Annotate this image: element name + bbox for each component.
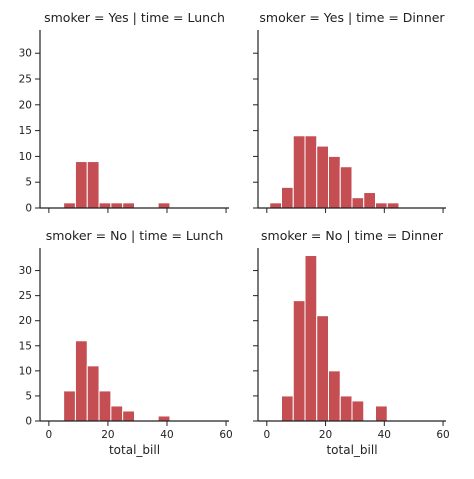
x-tick-label: 60 — [436, 429, 449, 441]
histogram-bar — [316, 315, 329, 422]
histogram-bar — [122, 202, 135, 209]
histogram-bar — [304, 135, 318, 209]
histogram-bar — [269, 202, 282, 209]
panel-no-lunch: smoker = No | time = Lunch 0510152025300… — [19, 228, 233, 457]
y-tick-label: 20 — [19, 99, 32, 111]
histogram-bar — [292, 300, 306, 422]
y-tick-label: 5 — [25, 177, 32, 189]
panel-yes-lunch: smoker = Yes | time = Lunch 0 5 10 15 20 25 30 — [19, 10, 229, 215]
histogram-bar — [339, 395, 353, 422]
histogram-bar — [74, 340, 88, 422]
panel-title: smoker = No | time = Lunch — [46, 228, 224, 243]
y-tick-label: 20 — [19, 315, 32, 327]
panel-title: smoker = Yes | time = Dinner — [259, 10, 445, 25]
panel-yes-dinner: smoker = Yes | time = Dinner — [253, 10, 446, 213]
histogram-bar — [122, 410, 135, 422]
histogram-bar — [110, 202, 124, 209]
histogram-bar — [375, 202, 388, 209]
histogram-bar — [375, 405, 388, 422]
y-tick-label: 10 — [19, 151, 32, 163]
axes-group: 0 5 10 15 20 25 30 — [19, 30, 229, 215]
y-tick-label: 25 — [19, 290, 32, 302]
y-tick-label: 10 — [19, 365, 32, 377]
histogram-bar — [98, 202, 112, 209]
histogram-bar — [363, 192, 376, 209]
axes-group: 0 20 40 60 — [253, 248, 450, 441]
x-tick-label: 0 — [263, 429, 270, 441]
axes-group — [253, 30, 446, 213]
histogram-bar — [386, 202, 400, 209]
histogram-bar — [281, 186, 294, 209]
y-tick-label: 30 — [19, 48, 32, 60]
histogram-bar — [86, 161, 100, 209]
histogram-bar — [292, 135, 306, 209]
x-tick-label: 60 — [219, 429, 232, 441]
panel-title: smoker = Yes | time = Lunch — [44, 10, 225, 25]
y-tick-label: 0 — [25, 203, 32, 215]
histogram-bar — [63, 390, 76, 422]
x-tick-label: 20 — [101, 429, 114, 441]
histogram-bar — [351, 400, 365, 422]
y-tick-label: 15 — [19, 125, 32, 137]
x-tick-label: 40 — [378, 429, 391, 441]
histogram-bar — [157, 202, 171, 209]
panel-title: smoker = No | time = Dinner — [261, 228, 444, 243]
histogram-bar — [110, 405, 124, 422]
histogram-bar — [281, 395, 294, 422]
x-axis-label: total_bill — [109, 443, 160, 457]
panel-no-dinner: smoker = No | time = Dinner 0 20 40 60 tota… — [253, 228, 450, 457]
x-tick-label: 40 — [160, 429, 173, 441]
y-tick-label: 0 — [25, 416, 32, 428]
histogram-bar — [328, 155, 341, 209]
histogram-bar — [74, 161, 88, 209]
histogram-bar — [98, 390, 112, 422]
histogram-bar — [63, 202, 76, 209]
histogram-bar — [86, 365, 100, 422]
histogram-bar — [351, 197, 365, 209]
y-tick-label: 15 — [19, 340, 32, 352]
y-tick-label: 30 — [19, 265, 32, 277]
histogram-bar — [157, 415, 171, 422]
y-tick-label: 25 — [19, 74, 32, 86]
histogram-bar — [328, 370, 341, 422]
histogram-bar — [316, 145, 329, 209]
x-axis-label: total_bill — [326, 443, 377, 457]
histogram-bar — [304, 255, 318, 422]
x-tick-label: 20 — [319, 429, 332, 441]
x-tick-label: 0 — [46, 429, 53, 441]
histogram-bar — [339, 166, 353, 209]
y-tick-label: 5 — [25, 390, 32, 402]
axes-group: 0 5 10 15 20 25 30 0 20 40 60 — [19, 248, 233, 441]
